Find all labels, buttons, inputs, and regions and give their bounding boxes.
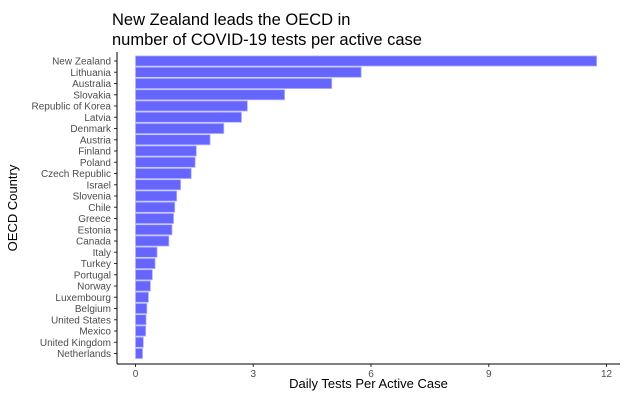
bar-luxembourg: [135, 291, 149, 303]
bar-lithuania: [135, 66, 362, 78]
bar-estonia: [135, 224, 173, 236]
bar-austria: [135, 134, 211, 146]
y-tick-label: Slovenia: [73, 192, 112, 203]
y-tick-label: Australia: [72, 79, 111, 90]
bar-italy: [135, 246, 158, 258]
bar-slovenia: [135, 190, 178, 202]
x-tick-label: 6: [368, 369, 374, 380]
y-axis-title: OECD Country: [5, 164, 20, 251]
bar-slovakia: [135, 89, 286, 101]
y-tick-label: Norway: [77, 282, 111, 293]
bar-australia: [135, 78, 333, 89]
bar-latvia: [135, 111, 242, 123]
bar-greece: [135, 213, 174, 224]
bar-chile: [135, 201, 176, 213]
bar-united-kingdom: [135, 336, 144, 348]
y-tick-label: Canada: [76, 237, 111, 248]
bar-new-zealand: [135, 55, 598, 67]
bars-group: [135, 55, 598, 359]
y-tick-label: Luxembourg: [55, 293, 111, 304]
y-tick-label: Republic of Korea: [32, 102, 112, 113]
x-tick-label: 9: [486, 369, 492, 380]
chart-title-line-1: New Zealand leads the OECD in: [112, 11, 351, 29]
bar-turkey: [135, 258, 156, 269]
y-tick-label: Israel: [87, 180, 111, 191]
y-tick-label: Finland: [78, 147, 111, 158]
y-tick-label: Latvia: [84, 113, 111, 124]
y-tick-label: Chile: [88, 203, 111, 214]
bar-portugal: [135, 269, 153, 281]
y-tick-label: Estonia: [78, 225, 112, 236]
x-tick-labels: 0 3 6 9 12: [133, 369, 613, 380]
y-tick-label: Denmark: [70, 124, 112, 135]
bar-poland: [135, 156, 196, 168]
y-tick-label: Austria: [80, 135, 112, 146]
x-tick-label: 12: [601, 369, 613, 380]
y-tick-label: Slovakia: [73, 90, 111, 101]
bar-canada: [135, 235, 170, 247]
bar-norway: [135, 280, 151, 292]
bar-denmark: [135, 123, 225, 134]
bar-finland: [135, 145, 197, 157]
bar-israel: [135, 179, 182, 191]
y-tick-label: Italy: [93, 248, 111, 259]
y-tick-label: United Kingdom: [40, 338, 111, 349]
bar-republic-of-korea: [135, 100, 248, 112]
y-tick-label: Belgium: [75, 304, 111, 315]
y-tick-label: Portugal: [74, 270, 111, 281]
bar-czech-republic: [135, 168, 192, 179]
y-tick-labels: New ZealandLithuaniaAustraliaSlovakiaRep…: [32, 57, 112, 361]
bar-united-states: [135, 314, 147, 326]
x-axis-title: Daily Tests Per Active Case: [289, 376, 448, 391]
chart-title: New Zealand leads the OECD in number of …: [112, 10, 612, 50]
y-tick-label: Poland: [80, 158, 111, 169]
y-tick-label: Netherlands: [57, 349, 111, 360]
y-tick-label: Lithuania: [70, 68, 111, 79]
y-tick-label: New Zealand: [52, 57, 111, 68]
y-tick-label: Greece: [78, 214, 111, 225]
bar-mexico: [135, 325, 147, 337]
chart-title-line-2: number of COVID-19 tests per active case: [112, 31, 422, 49]
x-tick-label: 3: [250, 369, 256, 380]
y-tick-label: United States: [51, 315, 111, 326]
y-tick-label: Mexico: [79, 327, 111, 338]
bar-netherlands: [135, 348, 143, 359]
bar-belgium: [135, 303, 148, 314]
y-tick-label: Turkey: [81, 259, 111, 270]
x-tick-label: 0: [133, 369, 139, 380]
y-tick-label: Czech Republic: [41, 169, 111, 180]
